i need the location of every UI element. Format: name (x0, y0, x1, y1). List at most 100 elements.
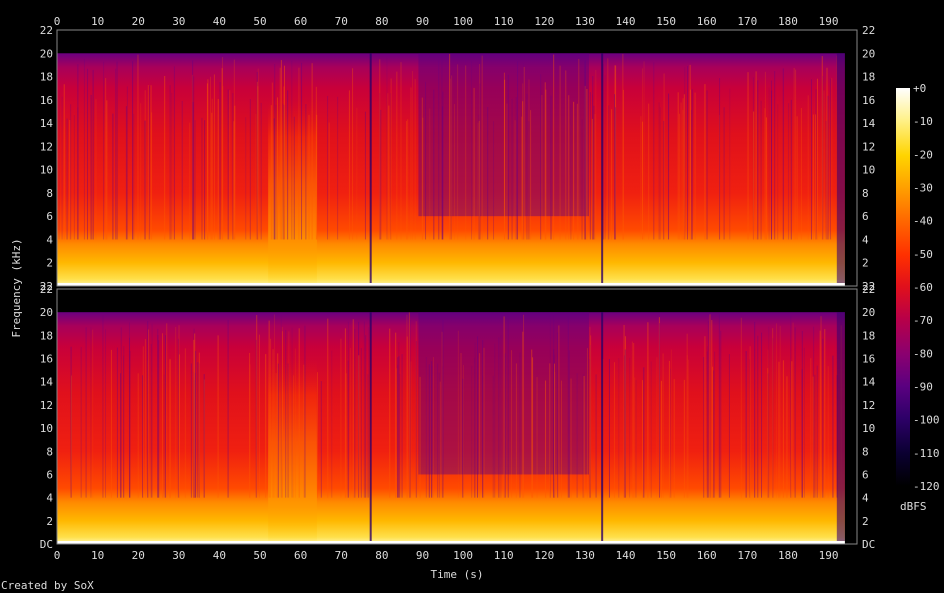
texture-stripe (504, 79, 506, 240)
texture-stripe (790, 315, 792, 498)
texture-stripe (782, 68, 784, 240)
texture-stripe (340, 338, 342, 498)
texture-stripe (358, 321, 360, 498)
texture-stripe (581, 119, 583, 240)
texture-stripe (137, 373, 139, 498)
texture-stripe (294, 348, 296, 498)
texture-stripe (829, 78, 831, 240)
texture-stripe (203, 374, 205, 498)
texture-stripe (409, 320, 411, 498)
texture-stripe (704, 336, 706, 498)
y-tick-label: 12 (862, 140, 875, 153)
texture-stripe (691, 89, 693, 240)
texture-stripe (358, 355, 360, 498)
x-tick-label: 170 (737, 549, 757, 562)
x-axis-label: Time (s) (431, 568, 484, 581)
texture-stripe (178, 325, 180, 498)
texture-stripe (772, 338, 774, 498)
texture-stripe (474, 357, 476, 498)
texture-stripe (150, 343, 152, 498)
texture-stripe (550, 95, 552, 240)
texture-stripe (820, 316, 822, 498)
texture-stripe (471, 365, 473, 498)
colorbar-tick-label: -30 (913, 182, 933, 195)
texture-stripe (582, 374, 584, 498)
y-tick-label: 22 (40, 280, 53, 293)
texture-stripe (660, 380, 662, 498)
dc-band (57, 541, 845, 544)
texture-stripe (479, 83, 481, 240)
texture-stripe (147, 85, 149, 240)
texture-stripe (482, 375, 484, 498)
texture-stripe (618, 358, 620, 498)
texture-stripe (428, 364, 430, 498)
texture-stripe (749, 359, 751, 498)
x-tick-label: 130 (575, 15, 595, 28)
texture-stripe (454, 104, 456, 240)
texture-stripe (568, 350, 570, 498)
texture-stripe (522, 101, 524, 240)
x-tick-label: 120 (534, 549, 554, 562)
texture-stripe (407, 119, 409, 240)
texture-stripe (553, 54, 555, 240)
texture-stripe (514, 120, 516, 240)
texture-stripe (631, 341, 633, 498)
panel-border (56, 288, 858, 545)
texture-stripe (204, 120, 206, 240)
texture-stripe (115, 68, 117, 240)
texture-stripe (70, 104, 72, 240)
fade-out (836, 53, 845, 286)
texture-stripe (728, 354, 730, 498)
texture-stripe (642, 68, 644, 240)
texture-stripe (354, 329, 356, 498)
texture-stripe (536, 377, 538, 498)
texture-stripe (83, 59, 85, 240)
texture-stripe (483, 347, 485, 498)
texture-stripe (398, 342, 400, 498)
texture-stripe (570, 104, 572, 240)
texture-stripe (398, 355, 400, 498)
texture-stripe (523, 66, 525, 240)
texture-stripe (192, 371, 194, 498)
y-tick-label: 12 (40, 399, 53, 412)
texture-stripe (720, 330, 722, 498)
colorbar-tick-label: -50 (913, 248, 933, 261)
texture-stripe (232, 93, 234, 240)
texture-stripe (755, 71, 757, 240)
texture-stripe (554, 372, 556, 498)
texture-stripe (345, 373, 347, 498)
x-tick-label: 120 (534, 15, 554, 28)
texture-stripe (719, 78, 721, 240)
texture-stripe (450, 73, 452, 240)
texture-stripe (530, 110, 532, 240)
texture-stripe (271, 82, 273, 240)
texture-stripe (819, 330, 821, 498)
texture-stripe (462, 378, 464, 498)
texture-stripe (283, 104, 285, 240)
colorbar-tick-label: -90 (913, 381, 933, 394)
y-tick-label: 8 (862, 187, 869, 200)
texture-stripe (397, 357, 399, 498)
texture-stripe (233, 59, 235, 240)
colorbar-tick-label: -120 (913, 480, 940, 493)
spectrogram-channel-2 (56, 288, 858, 545)
x-tick-label: 0 (54, 15, 61, 28)
texture-stripe (463, 365, 465, 498)
texture-stripe (390, 93, 392, 240)
texture-stripe (116, 61, 118, 240)
texture-stripe (592, 94, 594, 240)
texture-stripe (589, 344, 591, 498)
x-tick-label: 40 (213, 15, 226, 28)
texture-stripe (217, 98, 219, 240)
texture-stripe (583, 375, 585, 498)
texture-stripe (257, 86, 259, 240)
texture-stripe (395, 332, 397, 498)
texture-stripe (709, 314, 711, 498)
texture-stripe (291, 327, 293, 498)
texture-stripe (687, 66, 689, 240)
texture-stripe (256, 71, 258, 240)
texture-stripe (519, 352, 521, 498)
texture-stripe (643, 61, 645, 240)
y-tick-label: 14 (40, 117, 54, 130)
texture-stripe (640, 116, 642, 240)
